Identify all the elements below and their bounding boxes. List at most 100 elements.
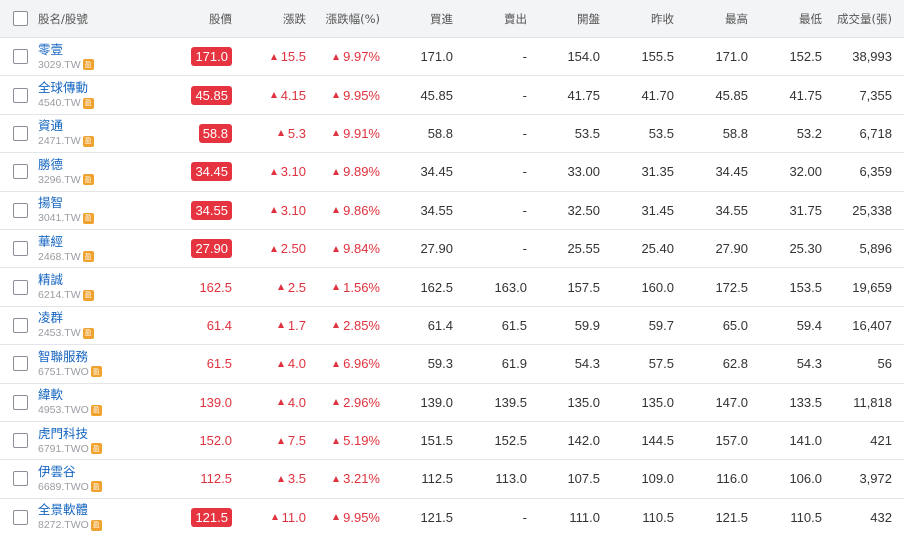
tag-icon[interactable]: 盈 [82, 289, 94, 301]
row-checkbox-icon[interactable] [13, 49, 28, 65]
tag-icon[interactable]: 盈 [90, 366, 102, 378]
stock-name-link[interactable]: 凌群 [38, 310, 64, 326]
row-select-cell[interactable] [13, 384, 29, 421]
table-row[interactable]: 揚智 3041.TW 盈 34.55 3.10 9.86% 34.55 - 32.50 31.45… [0, 190, 904, 229]
price-cell: 112.5 [170, 460, 232, 497]
stock-name-cell: 資通 2471.TW 盈 [38, 115, 178, 152]
table-row[interactable]: 緯軟 4953.TWO 盈 139.0 4.0 2.96% 139.0 139.5 135.0 1… [0, 382, 904, 421]
stock-code-line: 6214.TW 盈 [38, 288, 94, 302]
header-name-code[interactable]: 股名/股號 [38, 11, 88, 26]
table-row[interactable]: 全球傳動 4540.TW 盈 45.85 4.15 9.95% 45.85 - 41.75 41.… [0, 75, 904, 114]
row-select-cell[interactable] [13, 230, 29, 267]
stock-name-link[interactable]: 華經 [38, 233, 64, 249]
row-checkbox-icon[interactable] [13, 125, 28, 141]
stock-name-link[interactable]: 伊雲谷 [38, 463, 76, 479]
stock-name-link[interactable]: 虎門科技 [38, 425, 89, 441]
header-price[interactable]: 股價 [209, 11, 232, 26]
stock-name-cell: 智聯服務 6751.TWO 盈 [38, 345, 178, 382]
tag-icon[interactable]: 盈 [90, 481, 102, 493]
table-row[interactable]: 零壹 3029.TW 盈 171.0 15.5 9.97% 171.0 - 154.0 155.5… [0, 37, 904, 76]
row-select-cell[interactable] [13, 422, 29, 459]
tag-icon[interactable]: 盈 [90, 443, 102, 455]
row-checkbox-icon[interactable] [13, 471, 28, 487]
stock-name-link[interactable]: 全景軟體 [38, 502, 89, 518]
stock-name-link[interactable]: 緯軟 [38, 387, 64, 403]
table-row[interactable]: 勝德 3296.TW 盈 34.45 3.10 9.89% 34.45 - 33.00 31.35… [0, 152, 904, 191]
bid-cell: 59.3 [390, 345, 453, 382]
row-select-cell[interactable] [13, 153, 29, 190]
tag-icon[interactable]: 盈 [82, 59, 94, 71]
prev-close-value: 31.45 [641, 202, 674, 218]
row-select-cell[interactable] [13, 460, 29, 497]
stock-code: 2471.TW [38, 135, 81, 148]
row-select-cell[interactable] [13, 38, 29, 75]
stock-name-link[interactable]: 智聯服務 [38, 348, 89, 364]
stock-code: 2468.TW [38, 250, 81, 263]
tag-icon[interactable]: 盈 [90, 404, 102, 416]
header-open[interactable]: 開盤 [577, 11, 600, 26]
stock-code-line: 3029.TW 盈 [38, 58, 94, 72]
row-select-cell[interactable] [13, 76, 29, 113]
stock-name-link[interactable]: 揚智 [38, 195, 64, 211]
row-select-cell[interactable] [13, 307, 29, 344]
tag-icon[interactable]: 盈 [82, 97, 94, 109]
header-ask[interactable]: 賣出 [504, 11, 527, 26]
table-row[interactable]: 華經 2468.TW 盈 27.90 2.50 9.84% 27.90 - 25.55 25.40… [0, 228, 904, 268]
table-row[interactable]: 凌群 2453.TW 盈 61.4 1.7 2.85% 61.4 61.5 59.9 59.7 65… [0, 305, 904, 345]
header-volume[interactable]: 成交量(張) [837, 11, 892, 26]
prev-close-cell: 160.0 [610, 268, 674, 305]
tag-icon[interactable]: 盈 [82, 251, 94, 263]
volume-value: 6,359 [859, 164, 892, 180]
tag-icon[interactable]: 盈 [82, 327, 94, 339]
table-row[interactable]: 伊雲谷 6689.TWO 盈 112.5 3.5 3.21% 112.5 113.0 107.5… [0, 459, 904, 498]
table-header: 股名/股號 股價 漲跌 漲跌幅(%) 買進 賣出 開盤 昨收 最高 最低 成交量… [0, 0, 904, 37]
stock-name-link[interactable]: 精誠 [38, 272, 64, 288]
row-checkbox-icon[interactable] [13, 87, 28, 103]
tag-icon[interactable]: 盈 [82, 135, 94, 147]
row-select-cell[interactable] [13, 499, 29, 536]
row-select-cell[interactable] [13, 268, 29, 305]
open-value: 142.0 [567, 433, 600, 449]
table-row[interactable]: 全景軟體 8272.TWO 盈 121.5 11.0 9.95% 121.5 - 111.0 11… [0, 497, 904, 537]
header-high[interactable]: 最高 [725, 11, 748, 26]
table-row[interactable]: 資通 2471.TW 盈 58.8 5.3 9.91% 58.8 - 53.5 53.5 58.8 5… [0, 113, 904, 153]
stock-name-link[interactable]: 資通 [38, 118, 64, 134]
row-checkbox-icon[interactable] [13, 164, 28, 180]
row-select-cell[interactable] [13, 192, 29, 229]
change-cell: 5.3 [240, 115, 306, 152]
select-all-cell[interactable] [13, 0, 29, 37]
select-all-checkbox-icon[interactable] [13, 11, 28, 26]
header-prev-close[interactable]: 昨收 [651, 11, 674, 26]
table-row[interactable]: 虎門科技 6791.TWO 盈 152.0 7.5 5.19% 151.5 152.5 142.… [0, 420, 904, 460]
row-checkbox-icon[interactable] [13, 394, 28, 410]
row-select-cell[interactable] [13, 115, 29, 152]
low-value: 133.5 [789, 394, 822, 410]
tag-icon[interactable]: 盈 [90, 519, 102, 531]
low-value: 53.2 [796, 125, 822, 141]
tag-icon[interactable]: 盈 [82, 174, 94, 186]
change-value: 4.0 [287, 356, 306, 372]
prev-close-value: 135.0 [641, 394, 674, 410]
row-checkbox-icon[interactable] [13, 241, 28, 257]
header-change-pct[interactable]: 漲跌幅(%) [325, 11, 380, 26]
stock-name-link[interactable]: 勝德 [38, 156, 64, 172]
row-checkbox-icon[interactable] [13, 356, 28, 372]
price-cell: 45.85 [170, 76, 232, 113]
header-bid[interactable]: 買進 [430, 11, 453, 26]
row-checkbox-icon[interactable] [13, 279, 28, 295]
row-select-cell[interactable] [13, 345, 29, 382]
open-value: 33.00 [567, 164, 600, 180]
low-cell: 41.75 [758, 76, 822, 113]
table-row[interactable]: 精誠 6214.TW 盈 162.5 2.5 1.56% 162.5 163.0 157.5 16… [0, 267, 904, 306]
stock-name-link[interactable]: 零壹 [38, 41, 64, 57]
row-checkbox-icon[interactable] [13, 509, 28, 525]
header-low[interactable]: 最低 [799, 11, 822, 26]
tag-icon[interactable]: 盈 [82, 212, 94, 224]
stock-code: 3296.TW [38, 173, 81, 186]
row-checkbox-icon[interactable] [13, 433, 28, 449]
row-checkbox-icon[interactable] [13, 202, 28, 218]
stock-name-link[interactable]: 全球傳動 [38, 80, 89, 96]
table-row[interactable]: 智聯服務 6751.TWO 盈 61.5 4.0 6.96% 59.3 61.9 54.3 57.… [0, 344, 904, 383]
row-checkbox-icon[interactable] [13, 317, 28, 333]
header-change[interactable]: 漲跌 [283, 11, 306, 26]
